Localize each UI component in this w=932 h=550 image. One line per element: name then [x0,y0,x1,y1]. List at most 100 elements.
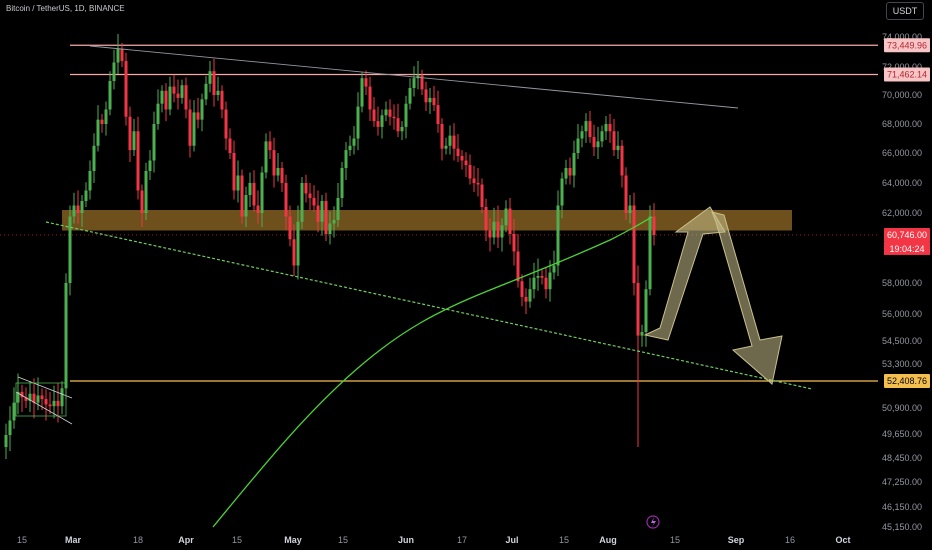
candle-body [632,205,636,283]
x-tick-label: Jul [505,535,518,545]
candle-body [232,153,236,191]
y-tick-label: 58,000.00 [882,278,922,288]
candle-body [404,103,408,127]
candle-body [484,207,488,231]
candle-body [172,86,176,94]
candle-body [328,223,332,234]
candle-body [112,62,116,81]
candle-body [200,99,204,120]
candle-body [460,156,464,161]
candle-body [80,201,84,213]
candle-body [204,83,208,100]
candle-body [124,61,128,117]
candle-body [428,97,432,103]
candle-body [588,121,592,138]
candle-body [132,131,136,151]
candle-body [416,75,420,79]
lightning-icon [651,517,656,527]
y-tick-label: 72,000.00 [882,62,922,72]
currency-button[interactable]: USDT [886,2,924,20]
candle-body [648,216,652,290]
y-tick-label: 53,300.00 [882,359,922,369]
candle-body [552,265,556,273]
candle-body [448,135,452,146]
candle-body [52,400,56,407]
candle-body [296,221,300,266]
candle-body [604,124,608,132]
candle-body [192,112,196,146]
price-tag-label: 52,408.76 [887,376,927,386]
candle-body [196,112,200,120]
x-tick-label: 15 [559,535,569,545]
x-tick-label: Apr [178,535,194,545]
y-tick-label: 64,000.00 [882,178,922,188]
candle-body [400,126,404,132]
x-tick-label: 18 [133,535,143,545]
candle-body [292,239,296,266]
y-tick-label: 70,000.00 [882,90,922,100]
flag-box [15,382,67,417]
candle-body [156,103,160,124]
x-tick-label: Sep [728,535,745,545]
candle-body [444,145,448,149]
candle-body [580,131,584,139]
x-tick-label: 15 [338,535,348,545]
candle-body [60,388,64,407]
candle-body [24,397,28,401]
candle-body [576,138,580,153]
candle-body [560,178,564,206]
y-tick-label: 45,150.00 [882,522,922,532]
y-tick-label: 68,000.00 [882,119,922,129]
candle-body [304,183,308,194]
candle-body [424,89,428,103]
candle-body [152,124,156,161]
candle-body [320,201,324,222]
candle-body [392,116,396,119]
y-tick-label: 62,000.00 [882,208,922,218]
price-tag [884,67,930,82]
projection-arrow-down [711,211,783,385]
price-tag-label: 71,462.14 [887,70,927,80]
candle-body [100,119,104,124]
x-tick-label: Jun [398,535,414,545]
candle-body [136,131,140,191]
candle-body [48,404,52,407]
candle-body [592,137,596,148]
candle-body [88,171,92,191]
y-tick-label: 50,900.00 [882,403,922,413]
candle-body [208,71,212,84]
x-tick-label: 15 [17,535,27,545]
candle-body [40,395,44,400]
x-tick-label: 15 [232,535,242,545]
y-tick-label: 56,000.00 [882,309,922,319]
candle-body [436,105,440,124]
y-tick-label: 46,150.00 [882,502,922,512]
y-tick-label: 54,500.00 [882,336,922,346]
candle-body [312,198,316,206]
candle-body [36,395,40,403]
candle-body [540,276,544,278]
candle-body [584,121,588,132]
candle-body [68,216,72,283]
candle-body [276,168,280,176]
candle-body [336,198,340,220]
candle-body [528,289,532,302]
candle-body [256,205,260,213]
candle-body [556,205,560,266]
candle-body [440,124,444,149]
candle-body [264,141,268,173]
candle-body [376,121,380,127]
price-tag [884,38,930,53]
candle-body [488,230,492,238]
candle-body [624,175,628,213]
candle-body [628,205,632,213]
candle-body [108,81,112,110]
price-tag [884,374,930,388]
candle-body [240,175,244,217]
candle-body [368,86,372,110]
candle-body [456,148,460,156]
candle-body [332,220,336,224]
candle-body [212,71,216,95]
candle-body [524,296,528,302]
